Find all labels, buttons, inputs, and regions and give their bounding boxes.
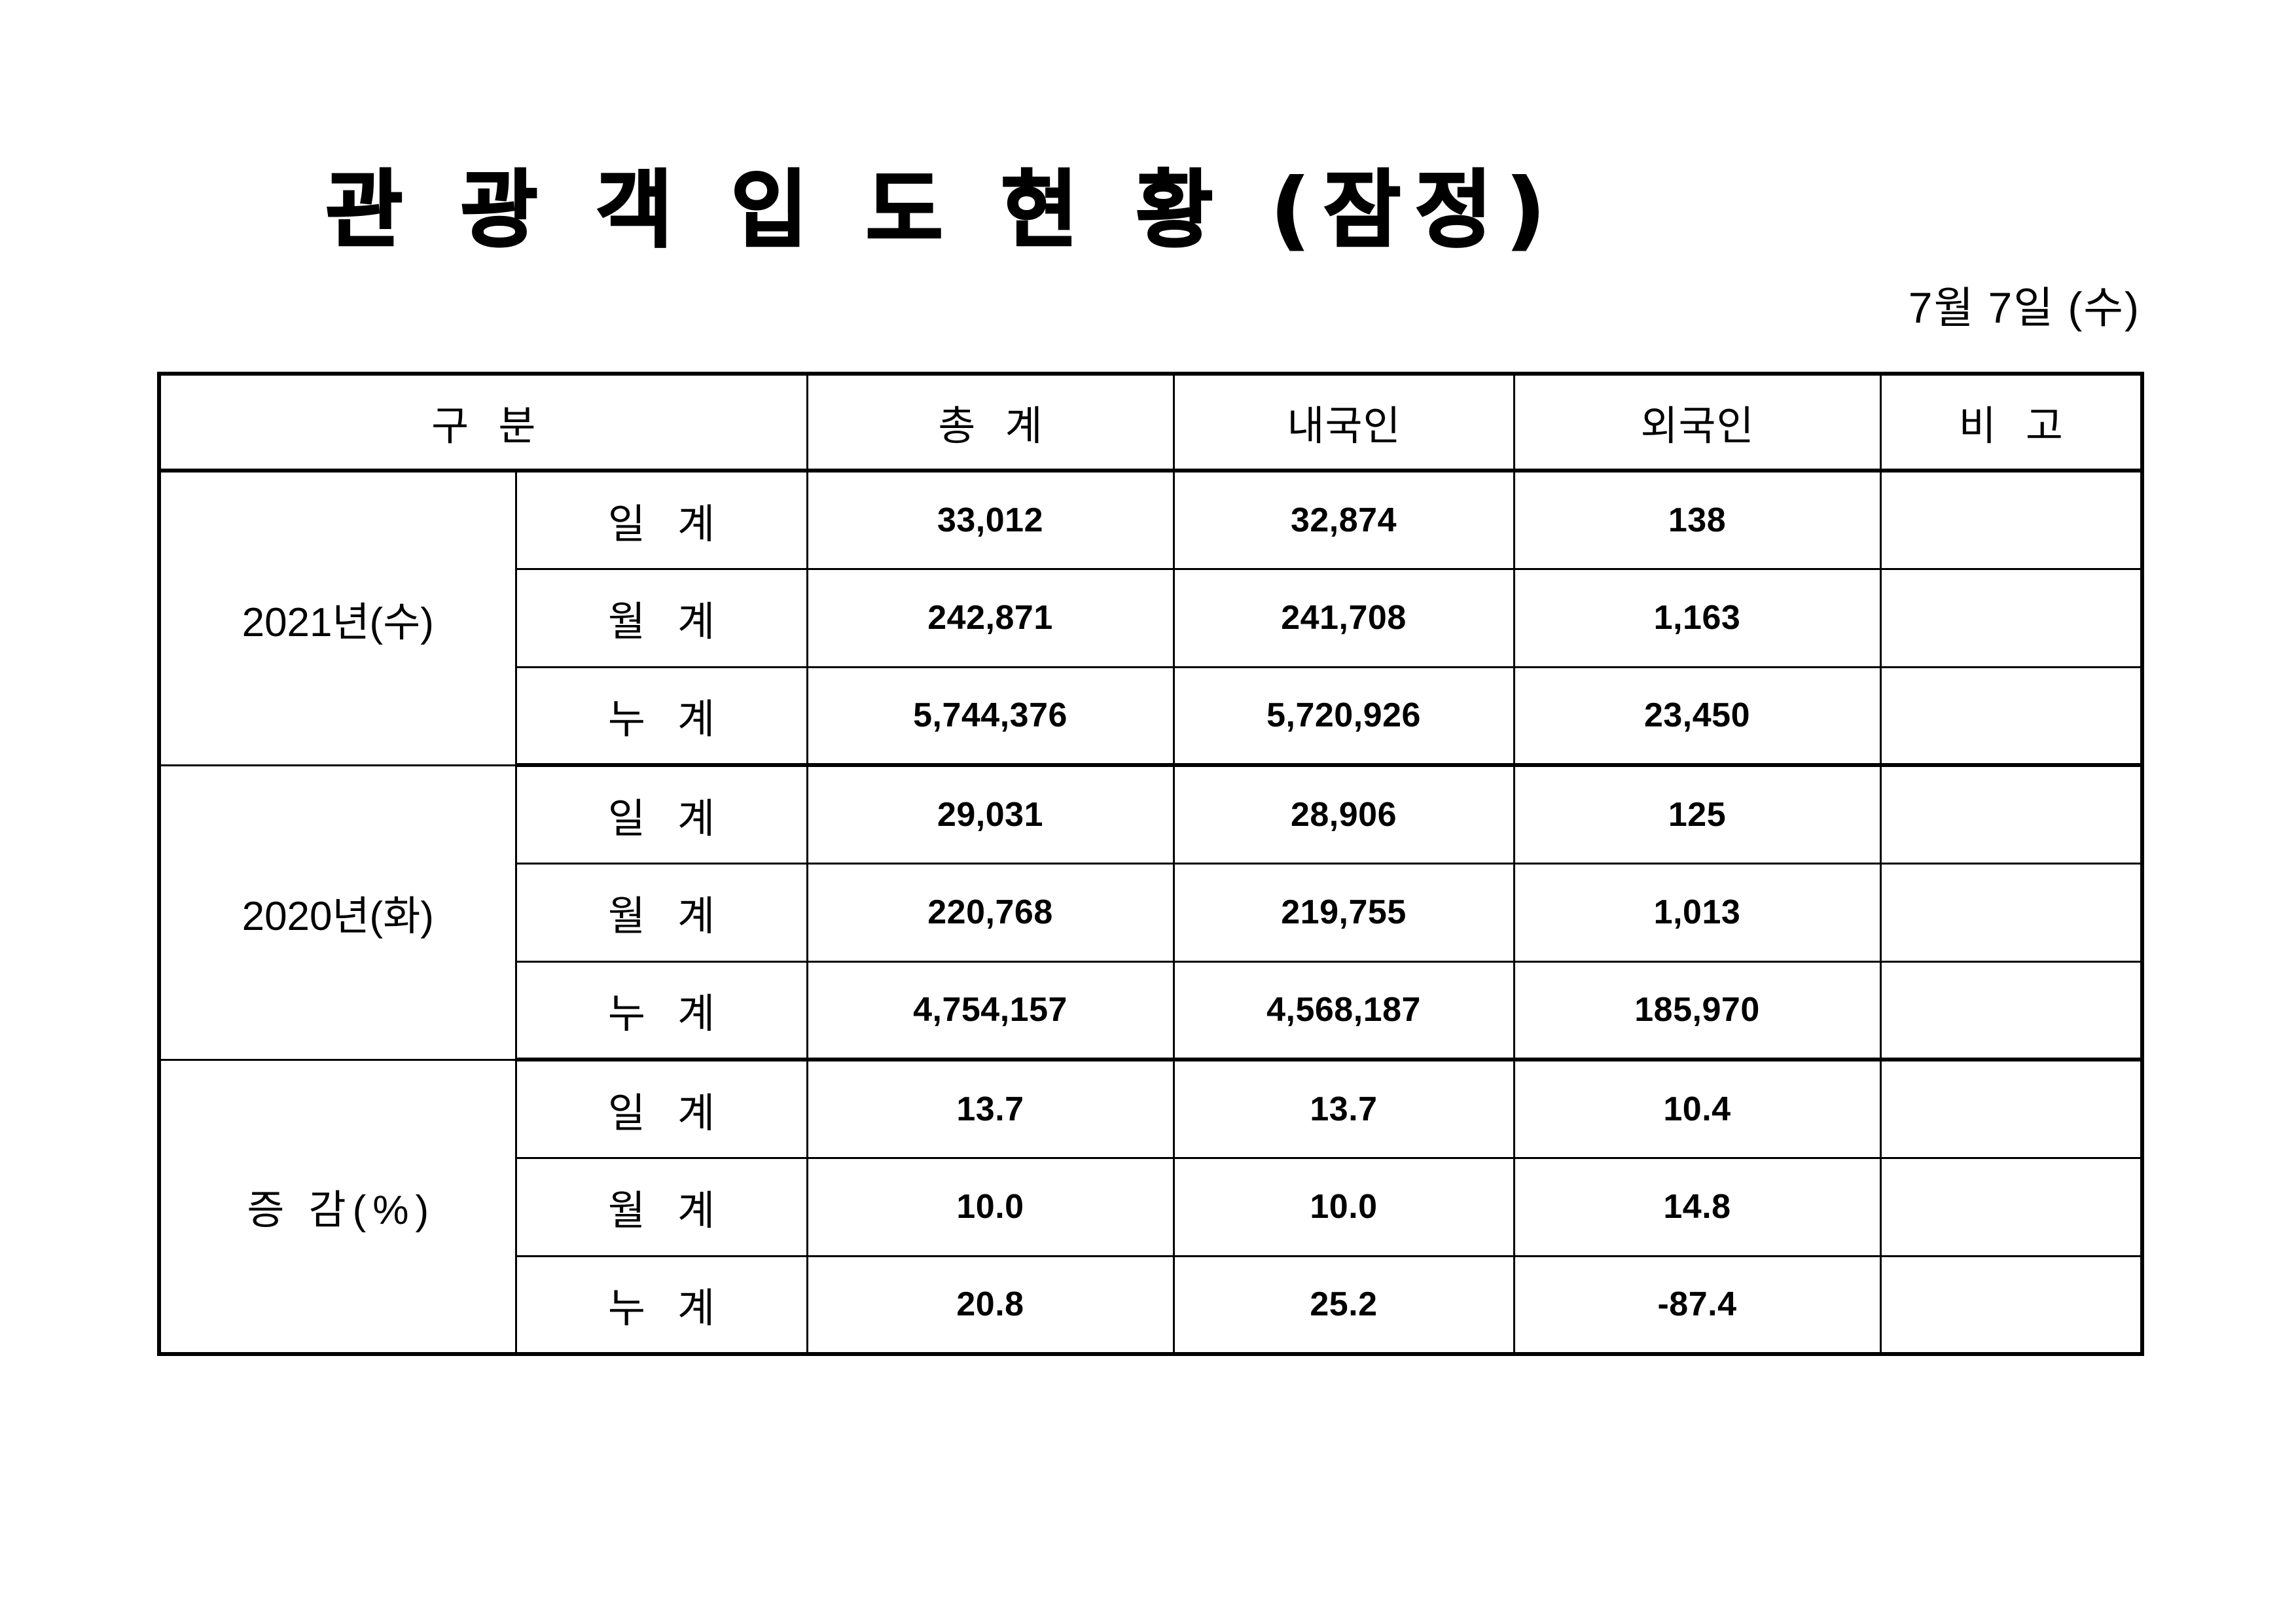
report-date: 7월 7일 (수) [1908, 283, 2140, 332]
row-group-label: 2020년(화) [158, 764, 517, 1061]
cell-foreign: 14.8 [1513, 1156, 1882, 1257]
cell-foreign: 125 [1513, 764, 1882, 865]
row-group-label: 증 감(%) [158, 1058, 517, 1355]
row-period-label: 누 계 [514, 666, 808, 767]
row-period-label: 누 계 [514, 1255, 808, 1356]
row-period-label: 월 계 [514, 862, 808, 963]
cell-note [1879, 1058, 2144, 1159]
table-row: 누 계 4,754,157 4,568,187 185,970 [159, 960, 2144, 1061]
cell-note [1879, 1156, 2144, 1257]
statistics-table-container: 구 분 총 계 내국인 외국인 비 고 2021년(수) 일 계 33,012 32,… [157, 372, 2144, 1356]
cell-note [1879, 764, 2144, 865]
cell-total: 5,744,376 [806, 666, 1175, 767]
header-foreign: 외국인 [1513, 372, 1882, 473]
row-group-label: 2021년(수) [158, 469, 517, 766]
cell-domestic: 13.7 [1172, 1058, 1515, 1159]
table-row: 누 계 20.8 25.2 -87.4 [159, 1255, 2144, 1356]
table-row: 월 계 220,768 219,755 1,013 [159, 862, 2144, 963]
cell-foreign: 1,013 [1513, 862, 1882, 963]
cell-total: 13.7 [806, 1058, 1175, 1159]
cell-note [1879, 1255, 2144, 1356]
row-period-label: 일 계 [514, 1058, 808, 1159]
cell-foreign: 23,450 [1513, 666, 1882, 767]
cell-domestic: 219,755 [1172, 862, 1515, 963]
cell-total: 4,754,157 [806, 960, 1175, 1061]
row-period-label: 월 계 [514, 567, 808, 668]
header-division: 구 분 [158, 372, 808, 473]
cell-foreign: -87.4 [1513, 1255, 1882, 1356]
table-row: 월 계 10.0 10.0 14.8 [159, 1156, 2144, 1257]
cell-total: 10.0 [806, 1156, 1175, 1257]
cell-note [1879, 666, 2144, 767]
cell-note [1879, 960, 2144, 1061]
cell-foreign: 185,970 [1513, 960, 1882, 1061]
table-row: 2021년(수) 일 계 33,012 32,874 138 [158, 469, 2144, 766]
table-row: 누 계 5,744,376 5,720,926 23,450 [159, 666, 2144, 767]
cell-domestic: 28,906 [1172, 764, 1515, 865]
cell-foreign: 1,163 [1513, 567, 1882, 668]
cell-domestic: 10.0 [1172, 1156, 1515, 1257]
header-note: 비 고 [1879, 372, 2144, 473]
table-row: 증 감(%) 일 계 13.7 13.7 10.4 [158, 1058, 2144, 1355]
cell-domestic: 241,708 [1172, 567, 1515, 668]
cell-domestic: 5,720,926 [1172, 666, 1515, 767]
page-title: 관 광 객 입 도 현 황 (잠정) [325, 162, 1560, 259]
tourist-arrivals-table: 구 분 총 계 내국인 외국인 비 고 2021년(수) 일 계 33,012 32,… [157, 372, 2144, 1356]
cell-foreign: 138 [1513, 469, 1882, 570]
cell-total: 242,871 [806, 567, 1175, 668]
table-row: 2020년(화) 일 계 29,031 28,906 125 [158, 764, 2144, 1061]
row-period-label: 누 계 [514, 960, 808, 1061]
cell-foreign: 10.4 [1513, 1058, 1882, 1159]
header-total: 총 계 [806, 372, 1175, 473]
cell-domestic: 25.2 [1172, 1255, 1515, 1356]
cell-note [1879, 862, 2144, 963]
cell-total: 33,012 [806, 469, 1175, 570]
header-domestic: 내국인 [1172, 372, 1515, 473]
cell-note [1879, 469, 2144, 570]
table-header-row: 구 분 총 계 내국인 외국인 비 고 [158, 372, 2144, 473]
cell-total: 20.8 [806, 1255, 1175, 1356]
row-period-label: 일 계 [514, 764, 808, 865]
cell-domestic: 4,568,187 [1172, 960, 1515, 1061]
row-period-label: 일 계 [514, 469, 808, 570]
cell-note [1879, 567, 2144, 668]
table-body: 2021년(수) 일 계 33,012 32,874 138 월 계 242,871 241,… [158, 469, 2144, 1356]
row-period-label: 월 계 [514, 1156, 808, 1257]
cell-total: 29,031 [806, 764, 1175, 865]
cell-domestic: 32,874 [1172, 469, 1515, 570]
cell-total: 220,768 [806, 862, 1175, 963]
table-row: 월 계 242,871 241,708 1,163 [159, 567, 2144, 668]
